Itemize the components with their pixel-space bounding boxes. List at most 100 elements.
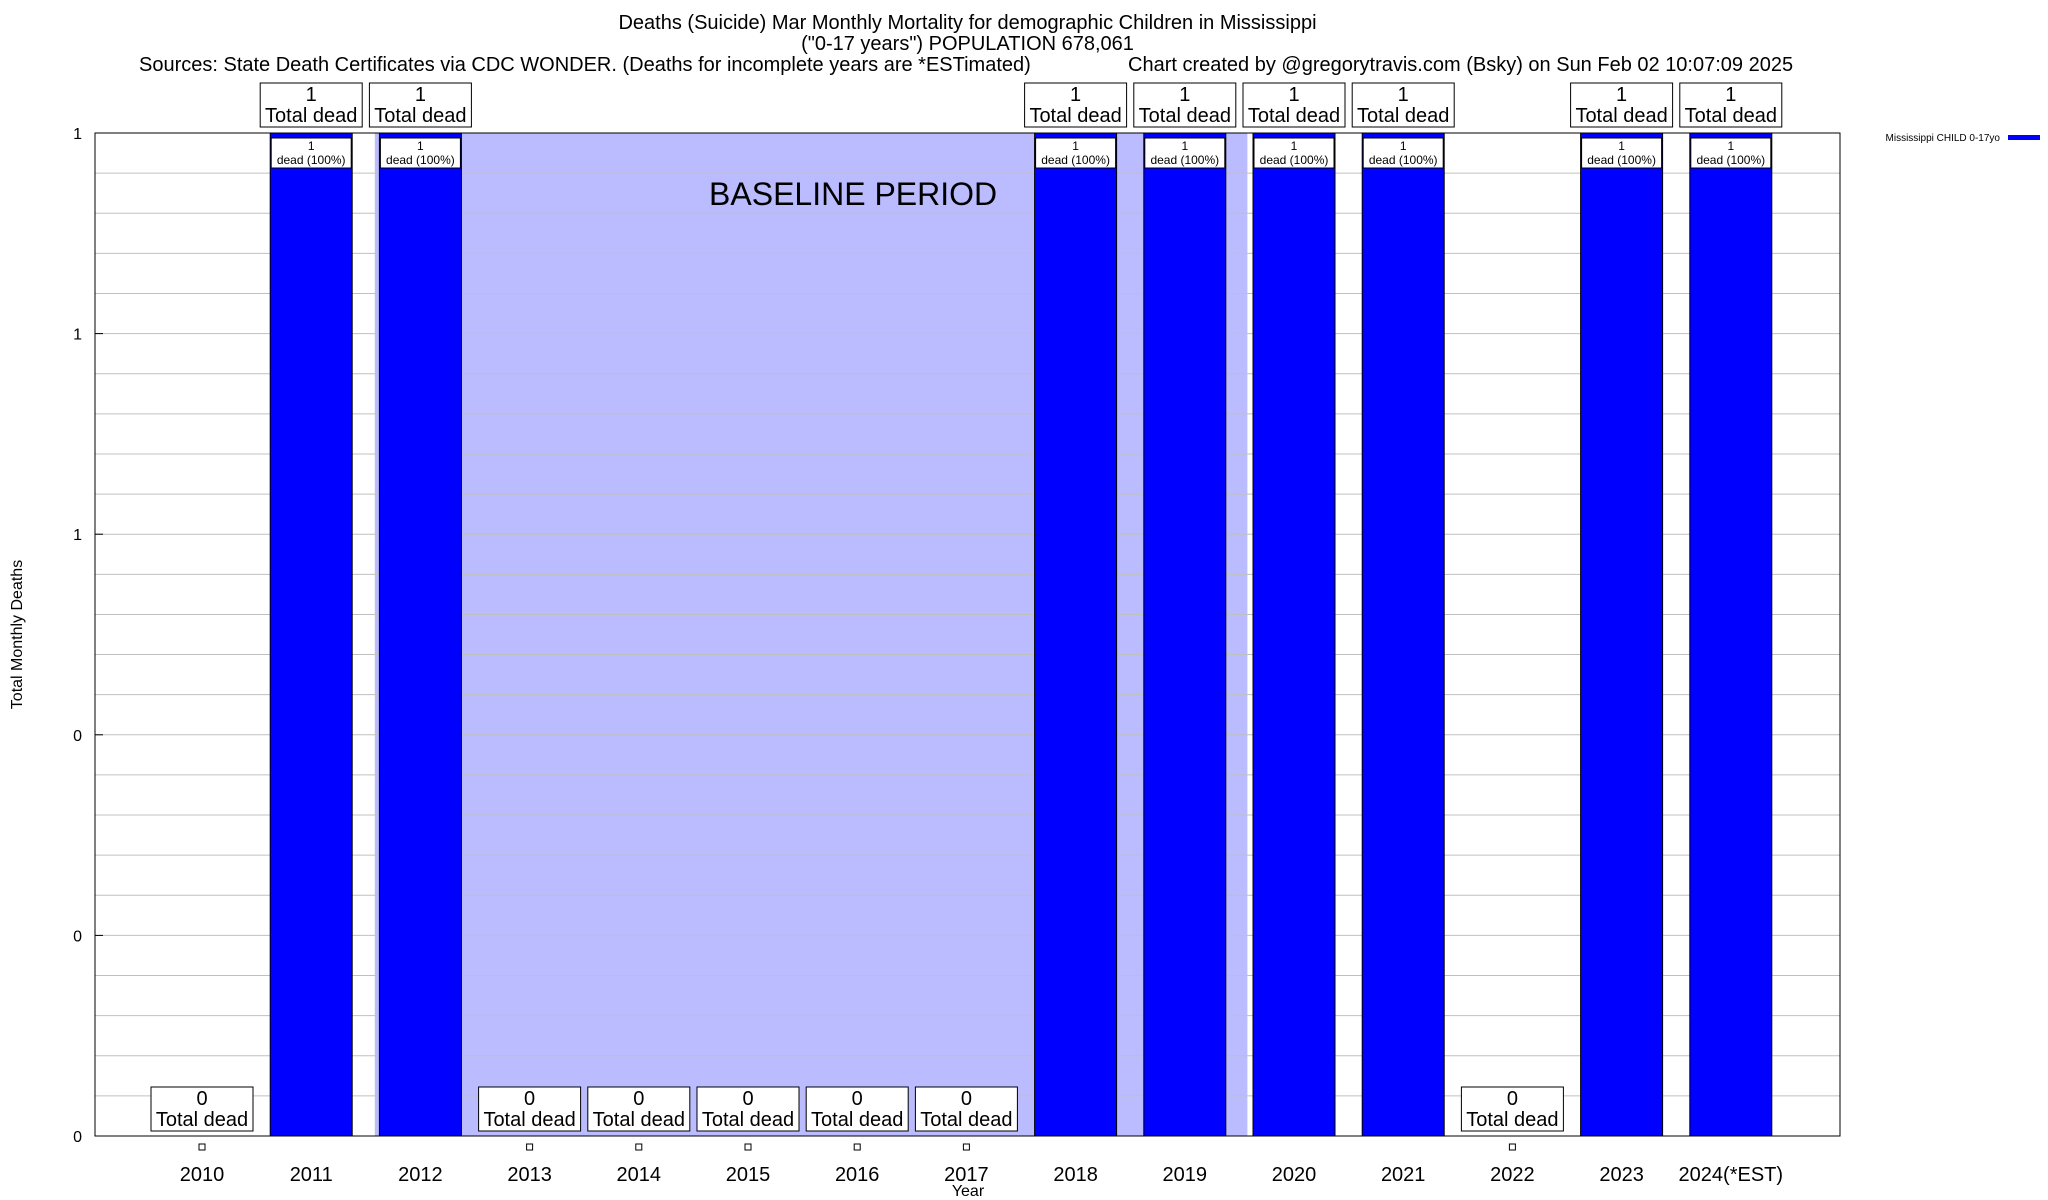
y-tick-label: 0 [73,1129,82,1146]
total-dead-box [1133,82,1237,128]
total-dead-label: Total dead [811,1109,903,1131]
bar-label-percent: dead (100%) [1369,153,1438,167]
total-dead-label: Total dead [374,105,466,127]
bar [1034,132,1118,1137]
total-dead-box [805,1086,909,1132]
zero-marker [853,1143,861,1151]
total-dead-label: Total dead [1357,105,1449,127]
zero-marker [526,1143,534,1151]
bar [1361,132,1445,1137]
total-dead-box [1679,82,1783,128]
bar-label-percent: dead (100%) [1260,153,1329,167]
x-tick-label: 2011 [290,1164,333,1186]
bar-label-box [1035,137,1117,169]
total-dead-box [1460,1086,1564,1132]
bar-label-count: 1 [1400,139,1407,153]
bar-label-count: 1 [1727,139,1734,153]
bar-label-count: 1 [1181,139,1188,153]
total-dead-box [1242,82,1346,128]
zero-marker [1508,1143,1516,1151]
y-tick-label: 0 [73,728,82,745]
bar-label-percent: dead (100%) [1150,153,1219,167]
bar [1689,132,1773,1137]
bar-label-percent: dead (100%) [277,153,346,167]
bar-label-count: 1 [1618,139,1625,153]
bar [1580,132,1664,1137]
bar-label-count: 1 [308,139,315,153]
x-tick-label: 2020 [1272,1164,1317,1186]
total-dead-count: 1 [415,84,426,106]
total-dead-label: Total dead [1029,105,1121,127]
bar-label-count: 1 [1291,139,1298,153]
bar [1252,132,1336,1137]
bar-label-count: 1 [417,139,424,153]
total-dead-count: 1 [1070,84,1081,106]
total-dead-label: Total dead [1139,105,1231,127]
x-tick-label: 2010 [180,1164,225,1186]
x-tick-label: 2015 [726,1164,771,1186]
x-tick-label: 2022 [1490,1164,1535,1186]
bar-label-box [1362,137,1444,169]
total-dead-label: Total dead [1248,105,1340,127]
zero-marker [962,1143,970,1151]
x-tick-label: 2019 [1163,1164,1208,1186]
y-tick-label: 1 [73,527,82,544]
bar-label-box [1144,137,1226,169]
chart-sources: Sources: State Death Certificates via CD… [139,54,1031,76]
chart-credit: Chart created by @gregorytravis.com (Bsk… [1128,54,1794,76]
bar-label-count: 1 [1072,139,1079,153]
total-dead-count: 0 [961,1088,972,1110]
bar-label-percent: dead (100%) [1696,153,1765,167]
total-dead-box [587,1086,691,1132]
total-dead-label: Total dead [593,1109,685,1131]
bar [269,132,353,1137]
total-dead-box [150,1086,254,1132]
total-dead-label: Total dead [920,1109,1012,1131]
total-dead-label: Total dead [265,105,357,127]
total-dead-count: 0 [524,1088,535,1110]
zero-marker [744,1143,752,1151]
total-dead-count: 1 [1288,84,1299,106]
total-dead-count: 0 [1507,1088,1518,1110]
x-tick-label: 2017 [944,1164,989,1186]
x-tick-label: 2014 [617,1164,662,1186]
x-tick-label: 2016 [835,1164,880,1186]
bar-label-box [1690,137,1772,169]
x-tick-label: 2024(*EST) [1679,1164,1784,1186]
total-dead-count: 1 [1725,84,1736,106]
bar-label-box [270,137,352,169]
total-dead-count: 0 [852,1088,863,1110]
y-tick-label: 1 [73,327,82,344]
total-dead-box [696,1086,800,1132]
bar [1143,132,1227,1137]
bar-label-box [1253,137,1335,169]
x-tick-label: 2012 [398,1164,443,1186]
total-dead-count: 1 [1616,84,1627,106]
bar-label-percent: dead (100%) [1587,153,1656,167]
legend-swatch [2008,135,2040,140]
x-tick-label: 2018 [1053,1164,1098,1186]
total-dead-count: 0 [633,1088,644,1110]
total-dead-box [1351,82,1455,128]
bar-label-percent: dead (100%) [1041,153,1110,167]
total-dead-count: 1 [1179,84,1190,106]
total-dead-label: Total dead [1466,1109,1558,1131]
bar [378,132,462,1137]
chart-title: Deaths (Suicide) Mar Monthly Mortality f… [618,12,1317,34]
total-dead-label: Total dead [1685,105,1777,127]
total-dead-box [914,1086,1018,1132]
total-dead-label: Total dead [156,1109,248,1131]
y-tick-label: 0 [73,928,82,945]
total-dead-box [478,1086,582,1132]
x-axis-label: Year [952,1183,985,1200]
x-tick-label: 2023 [1599,1164,1644,1186]
total-dead-count: 1 [306,84,317,106]
legend-entry-label: Mississippi CHILD 0-17yo [1886,133,2001,144]
y-axis-label: Total Monthly Deaths [9,560,26,709]
baseline-period-label: BASELINE PERIOD [709,176,997,212]
total-dead-box [259,82,363,128]
bar-label-percent: dead (100%) [386,153,455,167]
plot-border [94,132,1841,1137]
total-dead-count: 1 [1398,84,1409,106]
